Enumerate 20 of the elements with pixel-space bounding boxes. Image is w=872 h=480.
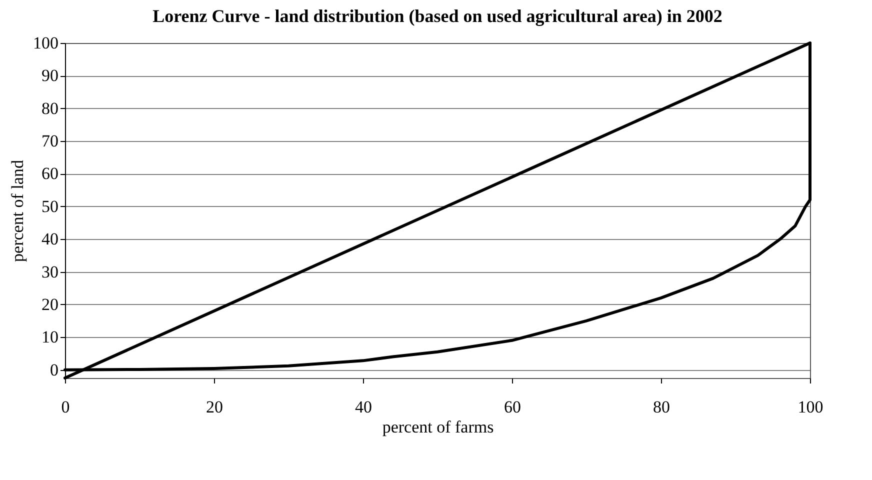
x-tick-label: 80 [653, 398, 670, 416]
y-tick-label: 0 [50, 360, 58, 380]
x-tick-label: 20 [206, 398, 223, 416]
y-tick-label: 20 [42, 294, 58, 314]
x-tick-label: 0 [61, 398, 70, 416]
x-axis-title: percent of farms [382, 418, 494, 436]
y-tick-label: 100 [33, 34, 58, 52]
y-tick-label: 30 [42, 262, 58, 282]
y-tick-label: 10 [42, 328, 58, 347]
y-tick-label: 40 [42, 230, 58, 249]
x-tick-label: 60 [504, 398, 521, 416]
x-tick-label: 40 [355, 398, 372, 416]
y-tick-label: 80 [42, 98, 58, 118]
y-tick-label: 90 [42, 66, 58, 86]
y-tick-label: 50 [42, 196, 58, 216]
chart-title: Lorenz Curve - land distribution (based on used agricultural area) in 2002 [152, 6, 722, 26]
y-axis-title: percent of land [8, 160, 27, 262]
y-tick-label: 60 [42, 164, 58, 184]
x-tick-label: 100 [798, 398, 824, 416]
y-tick-label: 70 [42, 132, 58, 151]
